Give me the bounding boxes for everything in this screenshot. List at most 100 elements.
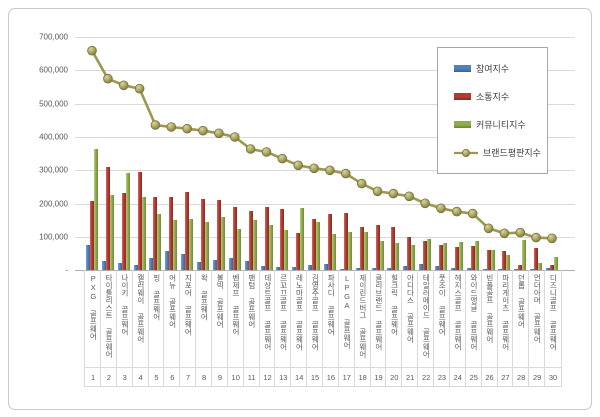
x-rank-label: 25 (464, 367, 482, 387)
x-rank-label: 9 (211, 367, 228, 387)
x-rank-label: 13 (274, 367, 292, 387)
x-category-cell: 파사디 골프웨어 (322, 270, 339, 367)
community-bar (443, 243, 447, 271)
x-category-label: 김영주골프 골프웨어 (310, 274, 320, 351)
x-category-label: 파사디 골프웨어 (326, 274, 336, 336)
community-bar (268, 225, 273, 271)
x-category-label: 던롭 골프웨어 (516, 274, 526, 329)
x-category-cell: 풋조이 골프웨어 (433, 270, 450, 367)
y-axis-label: 700,000 (39, 32, 68, 42)
x-rank-label: 1 (84, 367, 101, 387)
gridline (75, 237, 575, 238)
line-marker (182, 123, 193, 134)
participation-bar (355, 267, 360, 271)
participation-bar (165, 251, 170, 271)
legend-label: 브랜드평판지수 (483, 148, 541, 159)
line-marker (309, 163, 319, 174)
gridline (75, 37, 575, 38)
community-bar (522, 240, 527, 271)
line-marker (277, 153, 288, 164)
x-rank-label: 2 (99, 367, 117, 387)
communication-bar (423, 241, 428, 271)
legend-item: 브랜드평판지수 (454, 146, 547, 159)
community-bar (506, 255, 511, 271)
x-rank-label: 16 (322, 367, 339, 387)
line-marker (388, 188, 399, 199)
participation-bar (228, 257, 233, 271)
legend-item: 커뮤니티지수 (454, 118, 547, 131)
line-marker (436, 203, 446, 214)
community-bar (347, 232, 352, 271)
line-marker (467, 208, 478, 219)
x-category-cell: 레노마골프 골프웨어 (290, 270, 307, 367)
community-bar (94, 149, 98, 271)
participation-bar (498, 269, 503, 271)
x-category-label: 핑 골프웨어 (152, 274, 162, 321)
legend-label: 소통지수 (476, 91, 510, 102)
participation-bar (149, 258, 154, 271)
x-rank-label: 23 (433, 367, 450, 387)
communication-bar (312, 219, 317, 271)
community-bar (411, 245, 416, 271)
x-rank-label: 10 (226, 367, 244, 387)
community-swatch (454, 121, 471, 129)
x-rank-label: 30 (544, 367, 562, 387)
participation-bar (292, 267, 297, 271)
communication-bar (280, 209, 285, 271)
x-rank-label: 15 (306, 367, 323, 387)
line-marker (150, 120, 161, 130)
x-category-cell: 제이린드버그 골프웨어 (353, 270, 371, 367)
x-category-label: 와이드앵글 골프웨어 (469, 274, 479, 351)
communication-bar (391, 227, 396, 271)
x-rank-label: 12 (258, 367, 276, 387)
x-rank-label: 21 (401, 367, 419, 387)
x-category-cell: 디즈니골프 골프웨어 (544, 270, 562, 367)
x-rank-label: 8 (195, 367, 212, 387)
participation-swatch (454, 64, 471, 72)
x-category-cell: 김영주골프 골프웨어 (306, 270, 323, 367)
x-category-label: 언더아머 골프웨어 (532, 274, 542, 344)
participation-bar (308, 265, 313, 271)
x-category-cell: 파리게이츠 골프웨어 (496, 270, 514, 367)
participation-bar (244, 261, 249, 271)
x-category-label: 테일러메이드 골프웨어 (421, 274, 431, 359)
community-bar (395, 243, 400, 271)
line-marker (198, 125, 208, 136)
legend-item: 참여지수 (454, 62, 547, 75)
community-bar (109, 195, 114, 271)
y-axis-label: 500,000 (39, 99, 68, 109)
community-bar (205, 221, 209, 271)
y-axis-label: 100,000 (39, 232, 68, 242)
x-category-label: 파리게이츠 골프웨어 (501, 274, 511, 351)
x-category-cell: 빈폴골프 골프웨어 (480, 270, 498, 367)
community-bar (554, 257, 558, 271)
participation-bar (466, 268, 471, 271)
x-rank-label: 6 (163, 367, 181, 387)
y-axis-label: 300,000 (39, 165, 68, 175)
x-category-cell: 데상트골프 골프웨어 (258, 270, 276, 367)
communication-bar (470, 245, 475, 271)
legend-item: 소통지수 (454, 90, 547, 103)
x-axis-line (75, 270, 575, 272)
x-rank-label: 24 (448, 367, 466, 387)
x-rank-label: 29 (528, 367, 546, 387)
x-category-cell: 볼빅 골프웨어 (211, 270, 228, 367)
x-rank-label: 26 (480, 367, 498, 387)
x-category-cell: 나이키 골프웨어 (115, 270, 133, 367)
communication-bar (518, 265, 523, 271)
community-bar (427, 239, 432, 271)
x-category-label: 팬텀 골프웨어 (247, 274, 257, 329)
communication-bar (439, 245, 443, 271)
gridline (75, 203, 575, 205)
x-category-cell: 언더아머 골프웨어 (528, 270, 545, 367)
participation-bar (546, 268, 550, 271)
participation-bar (86, 245, 90, 271)
x-category-cell: 헤지스골프 골프웨어 (448, 270, 466, 367)
participation-bar (339, 268, 344, 271)
x-category-cell: PXG 골프웨어 (84, 270, 101, 367)
x-category-label: 벤제프 골프웨어 (231, 274, 241, 336)
legend-label: 커뮤니티지수 (476, 120, 526, 131)
x-rank-label: 20 (385, 367, 403, 387)
communication-bar (407, 236, 412, 271)
